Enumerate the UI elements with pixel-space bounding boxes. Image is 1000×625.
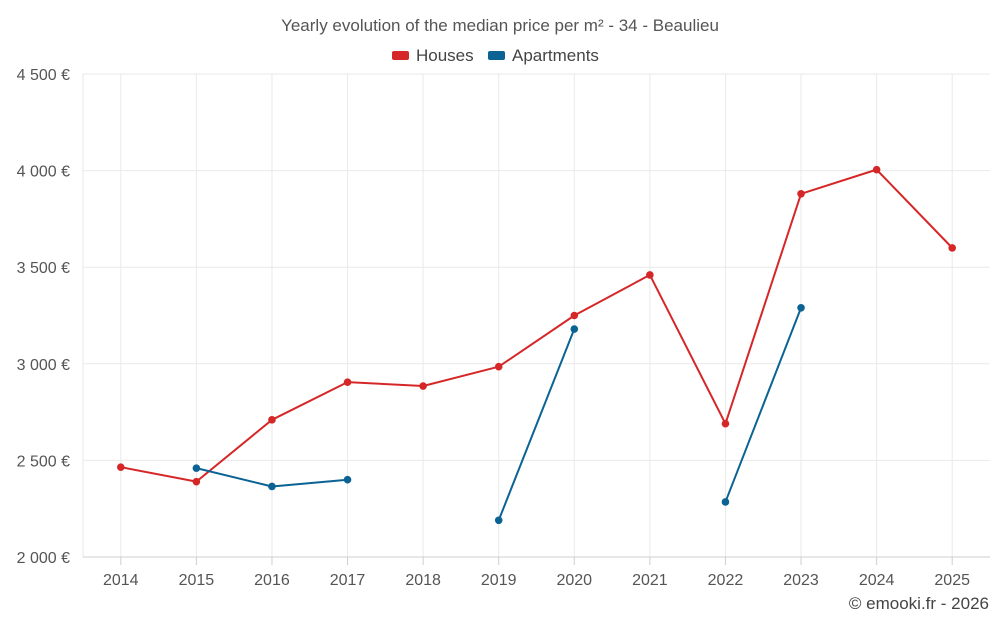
y-tick-label: 4 500 € (17, 67, 70, 84)
data-point-apartments[interactable] (570, 325, 579, 333)
data-point-houses[interactable] (419, 382, 427, 390)
chart-title: Yearly evolution of the median price per… (281, 16, 719, 35)
legend-swatch-apartments (488, 51, 505, 60)
x-axis: 2014 2015 2016 2017 2018 2019 2020 2021 2022 2023… (83, 556, 990, 589)
series-apartments (192, 303, 805, 525)
y-tick-label: 2 000 € (17, 550, 70, 567)
series-houses (116, 165, 957, 486)
data-point-houses[interactable] (721, 419, 730, 428)
y-tick-label: 4 000 € (17, 164, 70, 181)
data-point-apartments[interactable] (721, 498, 730, 506)
data-point-apartments[interactable] (494, 516, 503, 525)
y-tick-label: 3 500 € (17, 260, 70, 277)
y-tick-label: 3 000 € (17, 357, 70, 374)
grid (82, 73, 990, 558)
x-tick-label: 2015 (179, 572, 215, 589)
data-point-apartments[interactable] (343, 475, 352, 484)
legend-swatch-houses (392, 51, 409, 60)
chart-legend: Houses Apartments (392, 46, 599, 65)
data-point-apartments[interactable] (797, 303, 805, 312)
data-point-houses[interactable] (797, 189, 805, 198)
data-point-houses[interactable] (646, 271, 654, 279)
x-tick-label: 2022 (708, 572, 744, 589)
series-line-apartments (497, 328, 576, 521)
x-tick-label: 2024 (859, 572, 895, 589)
data-point-apartments[interactable] (268, 482, 276, 491)
x-tick-label: 2017 (330, 572, 366, 589)
x-tick-label: 2023 (783, 572, 819, 589)
data-point-apartments[interactable] (192, 464, 201, 472)
x-tick-label: 2019 (481, 572, 517, 589)
x-tick-label: 2021 (632, 572, 668, 589)
series-line-houses (120, 168, 953, 483)
x-tick-label: 2025 (934, 572, 970, 589)
series-line-apartments (724, 307, 802, 503)
data-point-houses[interactable] (570, 311, 579, 320)
legend-label-houses[interactable]: Houses (416, 46, 474, 65)
x-tick-label: 2018 (405, 572, 441, 589)
x-tick-label: 2020 (556, 572, 592, 589)
data-point-houses[interactable] (192, 477, 201, 486)
data-point-houses[interactable] (872, 165, 881, 174)
data-point-houses[interactable] (948, 244, 957, 252)
data-point-houses[interactable] (268, 416, 276, 424)
y-tick-label: 2 500 € (17, 453, 70, 470)
credit-text: © emooki.fr - 2026 (849, 594, 989, 613)
x-tick-label: 2016 (254, 572, 290, 589)
x-tick-label: 2014 (103, 572, 139, 589)
y-axis: 2 000 € 2 500 € 3 000 € 3 500 € 4 000 € 4 500… (17, 67, 70, 567)
data-point-houses[interactable] (343, 378, 352, 386)
data-point-houses[interactable] (116, 463, 125, 471)
series-layer (116, 165, 957, 525)
data-point-houses[interactable] (494, 362, 503, 371)
legend-label-apartments[interactable]: Apartments (512, 46, 599, 65)
